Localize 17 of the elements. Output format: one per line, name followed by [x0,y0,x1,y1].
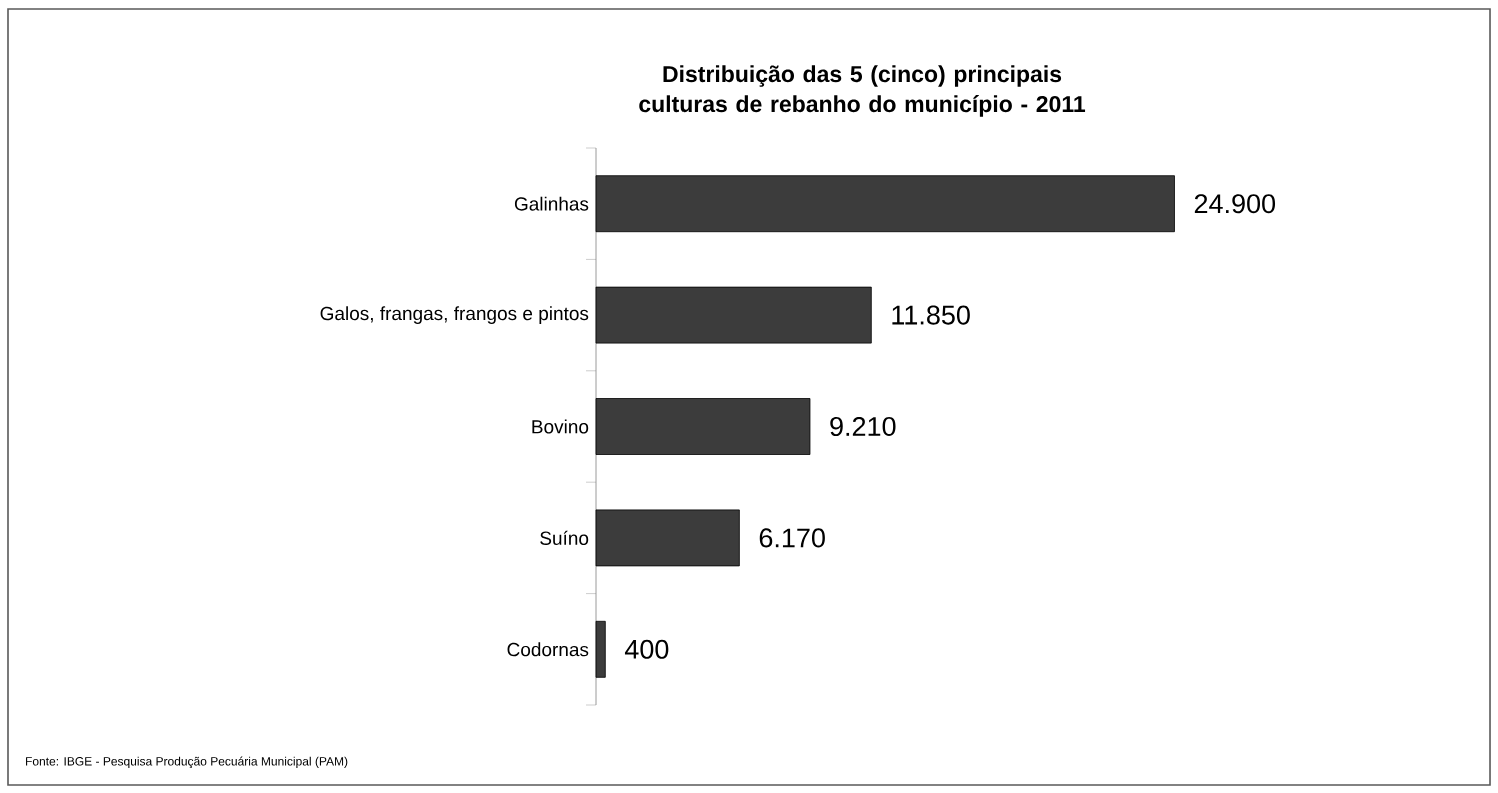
source-note: Fonte: IBGE - Pesquisa Produção Pecuária Municipal (PAM) [26,756,348,768]
bar [595,175,1175,233]
y-tick-label: Galinhas [514,196,589,211]
data-label: 6.170 [759,528,825,548]
y-tick-label: Codornas [507,642,589,657]
data-label: 11.850 [892,305,970,325]
data-label: 9.210 [830,416,896,437]
y-tick-label: Bovino [532,419,589,434]
data-label: 24.900 [1194,194,1276,214]
bar [595,620,606,678]
bar [595,398,811,455]
chart-title: Distribuição das 5 (cinco) principais culturas de rebanho do município - 2011 [639,65,1086,117]
data-label: 400 [624,639,669,659]
bar [595,286,872,344]
bar [595,509,740,567]
y-tick-label: Galos, frangas, frangos e pintos [320,306,589,324]
y-tick-label: Suíno [540,530,589,545]
